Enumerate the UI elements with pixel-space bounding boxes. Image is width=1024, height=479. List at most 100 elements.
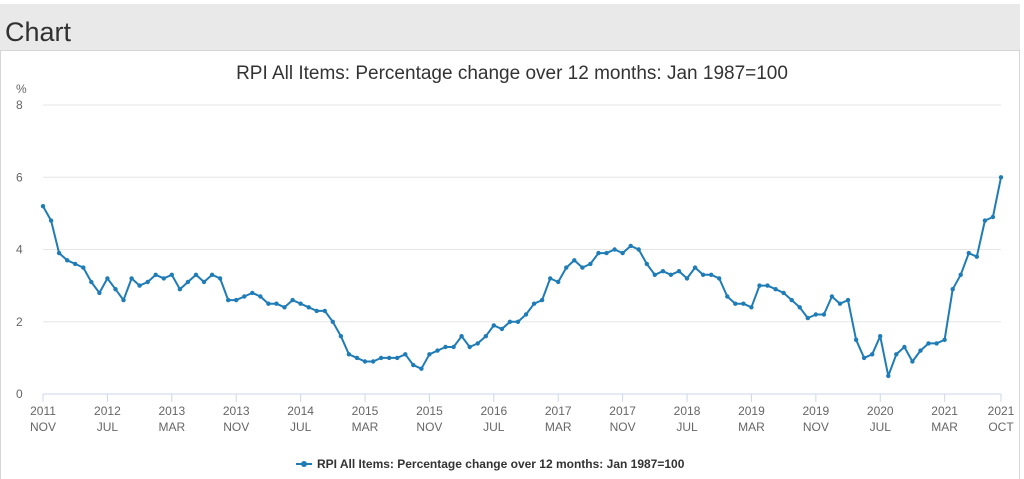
data-point[interactable] — [733, 301, 738, 306]
data-point[interactable] — [467, 344, 472, 350]
data-point[interactable] — [539, 297, 545, 303]
data-point[interactable] — [942, 337, 947, 342]
data-point[interactable] — [604, 250, 609, 256]
data-point[interactable] — [692, 265, 698, 270]
data-point[interactable] — [65, 258, 70, 263]
data-point[interactable] — [572, 258, 577, 263]
data-point[interactable] — [797, 305, 802, 310]
data-point[interactable] — [419, 366, 424, 371]
data-point[interactable] — [781, 290, 786, 296]
data-point[interactable] — [741, 301, 746, 306]
data-point[interactable] — [451, 344, 456, 350]
data-point[interactable] — [934, 341, 939, 346]
data-point[interactable] — [73, 261, 78, 267]
data-point[interactable] — [950, 287, 955, 292]
data-point[interactable] — [242, 294, 247, 299]
data-point[interactable] — [121, 297, 126, 303]
data-point[interactable] — [370, 359, 376, 364]
data-point[interactable] — [531, 301, 537, 306]
data-point[interactable] — [660, 269, 666, 274]
data-point[interactable] — [209, 272, 215, 277]
data-point[interactable] — [443, 344, 448, 350]
data-point[interactable] — [749, 305, 754, 310]
data-point[interactable] — [145, 279, 150, 285]
data-point[interactable] — [990, 214, 996, 220]
data-point[interactable] — [548, 276, 553, 281]
data-point[interactable] — [910, 359, 915, 364]
data-point[interactable] — [314, 308, 319, 314]
data-point[interactable] — [161, 276, 166, 281]
data-point[interactable] — [153, 272, 158, 277]
data-point[interactable] — [362, 359, 368, 364]
data-point[interactable] — [636, 247, 641, 252]
data-point[interactable] — [668, 272, 674, 277]
data-point[interactable] — [113, 287, 118, 292]
data-point[interactable] — [435, 348, 440, 353]
data-point[interactable] — [902, 344, 907, 350]
legend[interactable]: RPI All Items: Percentage change over 12… — [296, 457, 685, 471]
data-point[interactable] — [580, 265, 585, 270]
data-point[interactable] — [918, 348, 923, 353]
data-point[interactable] — [644, 261, 649, 267]
data-point[interactable] — [870, 352, 875, 357]
data-point[interactable] — [81, 265, 86, 270]
data-point[interactable] — [290, 297, 295, 303]
data-point[interactable] — [322, 308, 327, 314]
data-point[interactable] — [56, 250, 62, 256]
data-point[interactable] — [378, 355, 384, 361]
data-point[interactable] — [89, 279, 94, 285]
data-point[interactable] — [717, 276, 722, 281]
data-point[interactable] — [886, 373, 891, 379]
data-point[interactable] — [998, 175, 1004, 180]
data-point[interactable] — [491, 323, 496, 328]
data-point[interactable] — [185, 279, 191, 285]
data-point[interactable] — [507, 319, 513, 324]
data-point[interactable] — [105, 276, 110, 281]
data-point[interactable] — [861, 355, 867, 361]
data-point[interactable] — [966, 250, 971, 256]
data-point[interactable] — [306, 305, 311, 310]
data-point[interactable] — [193, 272, 199, 277]
data-point[interactable] — [894, 352, 899, 357]
data-point[interactable] — [853, 337, 859, 342]
data-point[interactable] — [40, 204, 46, 209]
data-point[interactable] — [564, 265, 569, 270]
legend-item-label[interactable]: RPI All Items: Percentage change over 12… — [317, 457, 685, 471]
data-point[interactable] — [837, 301, 843, 306]
data-point[interactable] — [499, 326, 505, 332]
data-point[interactable] — [387, 355, 392, 361]
data-point[interactable] — [226, 297, 231, 303]
data-point[interactable] — [395, 355, 400, 361]
data-point[interactable] — [805, 315, 810, 321]
data-point[interactable] — [813, 312, 818, 317]
data-point[interactable] — [346, 352, 352, 357]
data-point[interactable] — [628, 243, 633, 249]
data-point[interactable] — [676, 269, 682, 274]
data-point[interactable] — [982, 218, 988, 223]
data-point[interactable] — [258, 294, 263, 299]
data-point[interactable] — [48, 218, 54, 223]
data-point[interactable] — [926, 341, 931, 346]
data-point[interactable] — [298, 301, 303, 306]
data-point[interactable] — [354, 355, 360, 361]
data-point[interactable] — [829, 294, 835, 299]
data-point[interactable] — [588, 261, 593, 267]
data-point[interactable] — [274, 301, 279, 306]
data-point[interactable] — [789, 297, 794, 303]
data-point[interactable] — [403, 352, 408, 357]
data-point[interactable] — [556, 279, 561, 285]
data-point[interactable] — [129, 276, 134, 281]
data-point[interactable] — [845, 297, 851, 303]
data-point[interactable] — [515, 319, 521, 324]
data-point[interactable] — [709, 272, 714, 277]
data-point[interactable] — [137, 283, 142, 288]
data-point[interactable] — [338, 334, 344, 339]
data-point[interactable] — [765, 283, 770, 288]
data-point[interactable] — [475, 341, 480, 346]
data-point[interactable] — [266, 301, 271, 306]
data-point[interactable] — [757, 283, 762, 288]
data-point[interactable] — [700, 272, 706, 277]
data-point[interactable] — [652, 272, 657, 277]
data-point[interactable] — [974, 254, 979, 259]
data-point[interactable] — [459, 334, 464, 339]
